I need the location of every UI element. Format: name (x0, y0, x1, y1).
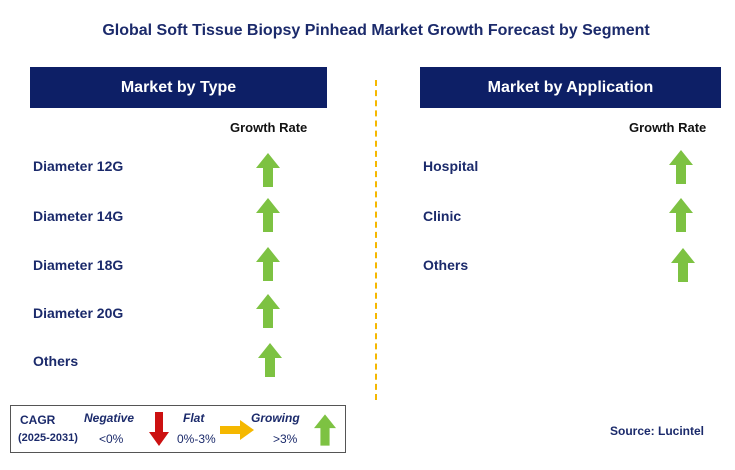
legend-negative-range: <0% (99, 432, 124, 446)
market-by-application-header-label: Market by Application (487, 78, 654, 96)
legend-period: (2025-2031) (18, 432, 78, 444)
cagr-legend: CAGR (2025-2031) Negative <0% Flat 0%-3%… (10, 405, 346, 453)
application-row-label: Others (423, 257, 469, 273)
negative-down-arrow-icon (149, 412, 169, 446)
legend-growing-range: >3% (273, 432, 298, 446)
flat-right-arrow-icon (220, 420, 254, 440)
application-row-label: Clinic (423, 208, 462, 224)
application-row-label: Hospital (423, 158, 479, 174)
market-by-application-header: Market by Application (420, 67, 721, 108)
market-by-type-header: Market by Type (30, 67, 327, 108)
type-row-label: Diameter 18G (33, 257, 124, 273)
market-by-type-header-label: Market by Type (120, 78, 237, 96)
growing-up-arrow-icon (314, 414, 336, 446)
legend-flat-range: 0%-3% (177, 432, 216, 446)
page-title: Global Soft Tissue Biopsy Pinhead Market… (102, 22, 650, 39)
growth-up-arrow-icon (671, 248, 695, 282)
growth-up-arrow-icon (669, 198, 693, 232)
type-row-label: Diameter 14G (33, 208, 124, 224)
growth-up-arrow-icon (256, 153, 280, 187)
application-growth-rate-header: Growth Rate (629, 120, 707, 135)
type-growth-rate-header: Growth Rate (230, 120, 308, 135)
growth-up-arrow-icon (256, 198, 280, 232)
source-note: Source: Lucintel (610, 424, 705, 438)
type-row-label: Diameter 12G (33, 158, 124, 174)
legend-growing-label: Growing (251, 411, 300, 425)
growth-up-arrow-icon (256, 294, 280, 328)
type-row-label: Others (33, 353, 79, 369)
legend-cagr-label: CAGR (20, 413, 56, 427)
legend-negative-label: Negative (84, 411, 135, 425)
legend-flat-label: Flat (183, 411, 205, 425)
growth-up-arrow-icon (669, 150, 693, 184)
growth-up-arrow-icon (258, 343, 282, 377)
growth-up-arrow-icon (256, 247, 280, 281)
type-row-label: Diameter 20G (33, 305, 124, 321)
panel-divider (375, 80, 377, 400)
